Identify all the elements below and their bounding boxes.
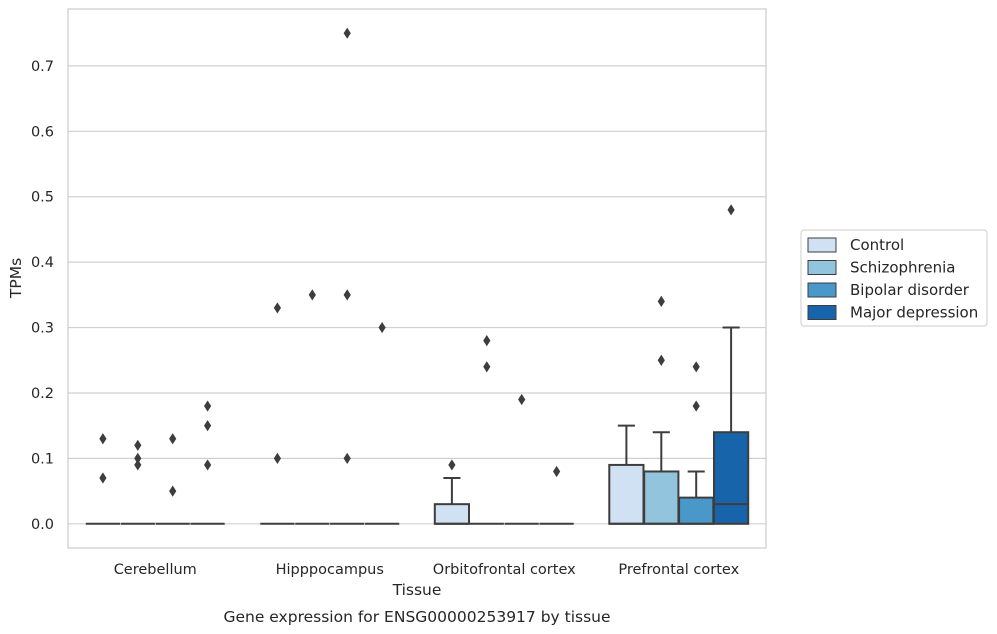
y-tick-label: 0.4: [31, 255, 54, 271]
outlier-point: [343, 27, 351, 39]
outlier-point: [692, 400, 700, 412]
y-tick-label: 0.6: [31, 124, 54, 140]
y-tick-label: 0.7: [31, 59, 54, 75]
outlier-point: [273, 302, 281, 314]
outlier-point: [657, 354, 665, 366]
outlier-point: [134, 439, 142, 451]
x-tick-label: Hipppocampus: [276, 562, 384, 578]
y-tick-label: 0.1: [31, 451, 54, 467]
outlier-point: [169, 485, 177, 497]
box-body: [608, 463, 645, 525]
x-tick-label: Prefrontal cortex: [618, 562, 739, 578]
x-tick-label: Cerebellum: [114, 562, 197, 578]
box-control: [433, 477, 471, 525]
x-tick-label: Orbitofrontal cortex: [433, 562, 576, 578]
outlier-point: [483, 335, 491, 347]
y-tick-label: 0.3: [31, 321, 54, 337]
legend-label: Bipolar disorder: [850, 281, 970, 299]
legend-swatch: [807, 305, 837, 320]
y-tick-label: 0.2: [31, 386, 54, 402]
y-tick-label: 0.5: [31, 190, 54, 206]
box-schizophrenia: [643, 431, 680, 525]
box-bipolar-disorder: [678, 470, 715, 525]
box-major-depression: [712, 326, 750, 525]
outlier-point: [448, 459, 456, 471]
legend-swatch: [807, 237, 837, 253]
outlier-point: [169, 433, 177, 445]
legend-swatch: [807, 260, 837, 275]
y-tick-label: 0.0: [31, 517, 54, 533]
legend-label: Schizophrenia: [850, 259, 955, 277]
outlier-point: [204, 400, 212, 412]
outlier-point: [308, 289, 316, 301]
plot-frame: [67, 8, 767, 549]
outlier-points: [99, 27, 735, 497]
legend-frame: [800, 229, 988, 327]
legend-label: Control: [850, 236, 904, 254]
outlier-point: [657, 295, 665, 307]
y-axis-label: TPMs: [7, 258, 25, 299]
legend-swatch: [807, 282, 837, 298]
chart-caption: Gene expression for ENSG00000253917 by t…: [223, 608, 610, 626]
legend: Control Schizophrenia Bipolar disorder Majo…: [800, 229, 988, 327]
outlier-point: [343, 452, 351, 464]
box-body: [712, 431, 750, 525]
outlier-point: [134, 459, 142, 471]
outlier-point: [99, 472, 107, 484]
box-body: [433, 503, 471, 525]
outlier-point: [273, 452, 281, 464]
box-body: [678, 496, 715, 525]
outlier-point: [692, 361, 700, 373]
outlier-point: [518, 393, 526, 406]
legend-label: Major depression: [850, 304, 978, 322]
x-axis-label: Tissue: [392, 581, 442, 599]
outlier-point: [553, 465, 561, 478]
y-tick-labels: 0.0 0.1 0.2 0.3 0.4 0.5 0.6 0.7: [31, 59, 54, 533]
x-tick-labels: Cerebellum Hipppocampus Orbitofrontal cort…: [114, 562, 740, 578]
box-body: [643, 470, 680, 525]
outlier-point: [204, 459, 212, 471]
outlier-point: [343, 289, 351, 301]
outlier-point: [483, 361, 491, 373]
outlier-point: [134, 452, 142, 464]
outlier-point: [99, 433, 107, 445]
outlier-point: [204, 420, 212, 432]
box-series: [85, 326, 750, 525]
outlier-point: [378, 321, 386, 334]
outlier-point: [727, 204, 735, 216]
